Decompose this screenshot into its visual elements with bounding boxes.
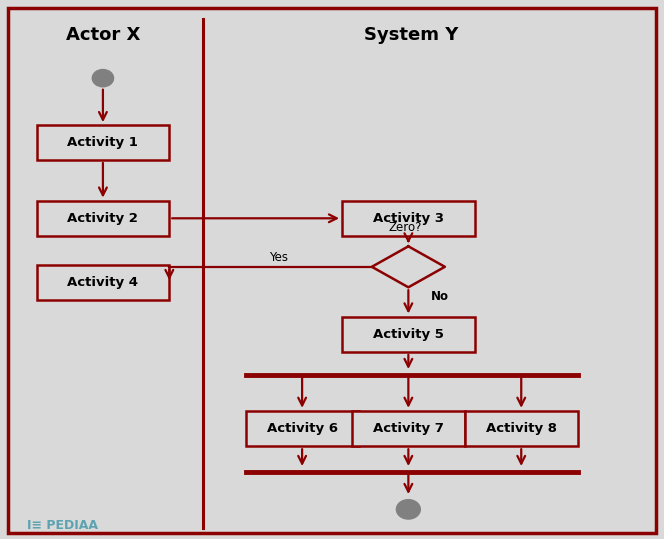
FancyBboxPatch shape [246,411,359,446]
Text: Yes: Yes [270,251,288,264]
Text: No: No [431,291,450,303]
FancyBboxPatch shape [37,201,169,236]
Text: Activity 7: Activity 7 [373,422,444,435]
FancyBboxPatch shape [8,8,656,533]
FancyBboxPatch shape [37,125,169,161]
Text: Actor X: Actor X [66,26,140,44]
Text: Activity 3: Activity 3 [373,212,444,225]
FancyBboxPatch shape [352,411,465,446]
Text: System Y: System Y [365,26,459,44]
Text: Activity 8: Activity 8 [486,422,556,435]
FancyBboxPatch shape [465,411,578,446]
Circle shape [396,500,420,519]
Text: Zero?: Zero? [388,222,422,234]
FancyBboxPatch shape [37,265,169,301]
FancyBboxPatch shape [342,201,475,236]
FancyBboxPatch shape [342,316,475,351]
Text: Activity 2: Activity 2 [68,212,138,225]
Circle shape [92,70,114,87]
Text: I≡ PEDIAA: I≡ PEDIAA [27,519,98,532]
Text: Activity 6: Activity 6 [267,422,337,435]
Text: Activity 4: Activity 4 [68,277,138,289]
Text: Activity 1: Activity 1 [68,136,138,149]
Text: Activity 5: Activity 5 [373,328,444,341]
